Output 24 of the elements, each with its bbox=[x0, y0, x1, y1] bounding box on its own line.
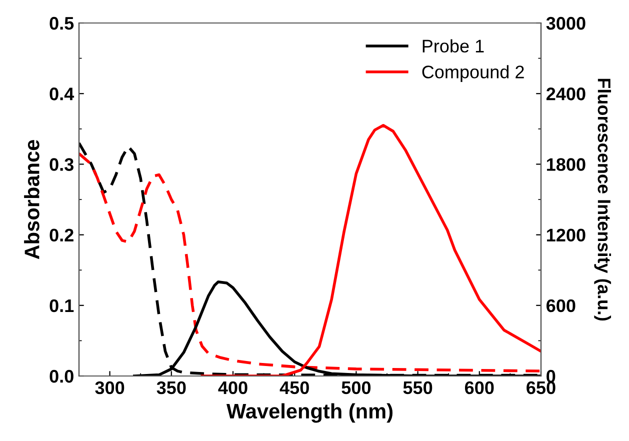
y2-tick-label: 2400 bbox=[546, 88, 586, 100]
x-tick-label: 600 bbox=[465, 381, 494, 394]
legend-label: Compound 2 bbox=[422, 65, 524, 82]
x-tick-label: 550 bbox=[403, 381, 432, 394]
y-tick-label: 0.1 bbox=[50, 299, 74, 312]
y-axis-title: Absorbance bbox=[24, 140, 40, 260]
x-tick-label: 350 bbox=[156, 381, 186, 394]
legend-label: Probe 1 bbox=[422, 39, 484, 53]
y2-tick-label: 1800 bbox=[547, 158, 586, 171]
x-tick-label: 450 bbox=[280, 381, 309, 394]
y-tick-label: 0.2 bbox=[50, 228, 74, 242]
y-tick-label: 0.3 bbox=[50, 158, 74, 171]
y-tick-label: 0.4 bbox=[50, 88, 74, 100]
x-tick-label: 300 bbox=[95, 381, 124, 394]
y2-tick-label: 600 bbox=[546, 299, 576, 312]
y-tick-label: 0.5 bbox=[50, 16, 74, 30]
y-tick-label: 0.0 bbox=[50, 370, 74, 383]
x-tick-label: 400 bbox=[218, 381, 248, 394]
y2-axis-title: Fluorescence Intensity (a.u.) bbox=[594, 78, 612, 321]
x-tick-label: 650 bbox=[526, 381, 556, 394]
y2-tick-label: 3000 bbox=[546, 16, 586, 30]
y2-tick-label: 1200 bbox=[547, 228, 586, 242]
x-tick-label: 500 bbox=[342, 381, 371, 394]
x-axis-title: Wavelength (nm) bbox=[226, 403, 392, 423]
